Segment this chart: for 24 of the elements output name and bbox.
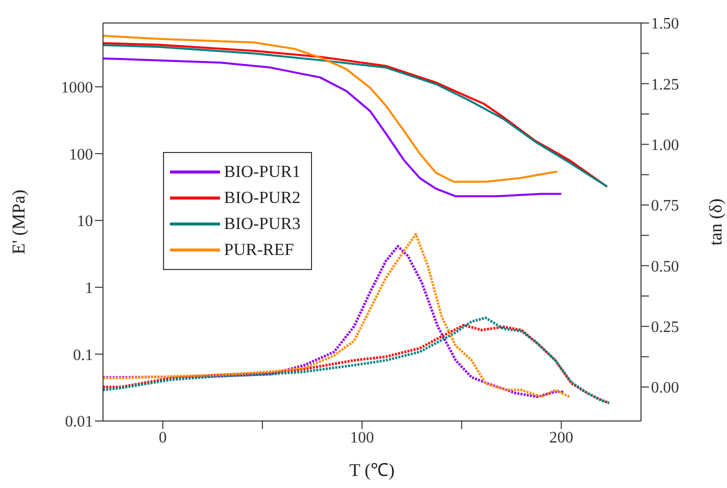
y2-axis-title: tan (δ) [705,198,726,246]
x-tick-label: 100 [350,429,374,446]
legend-label: BIO-PUR1 [224,162,301,182]
legend-label: BIO-PUR2 [224,188,301,208]
y-tick-label: 1 [85,280,93,297]
y2-tick-label: 1.50 [651,16,679,33]
y-tick-label: 100 [69,146,93,164]
y2-tick-label: 0.75 [651,198,679,215]
y-tick-label: 10 [77,213,93,230]
line-series [103,34,558,183]
x-axis-title: T (℃) [349,460,395,480]
y2-tick-label: 0.25 [651,319,679,336]
legend-label: PUR-REF [224,240,294,260]
y2-tick-label: 1.25 [651,76,679,94]
x-tick-label: 200 [549,429,574,446]
y2-tick-label: 0.50 [651,258,679,276]
y2-tick-label: 1.00 [651,137,679,154]
y-tick-label: 1000 [61,79,93,96]
y-tick-label: 0.1 [73,346,93,364]
y2-tick-label: 0.00 [651,380,679,397]
y-tick-label: 0.01 [65,414,93,431]
x-tick-label: 0 [158,429,167,446]
y-axis-title: E' (MPa) [8,190,28,254]
legend-label: BIO-PUR3 [224,214,301,234]
